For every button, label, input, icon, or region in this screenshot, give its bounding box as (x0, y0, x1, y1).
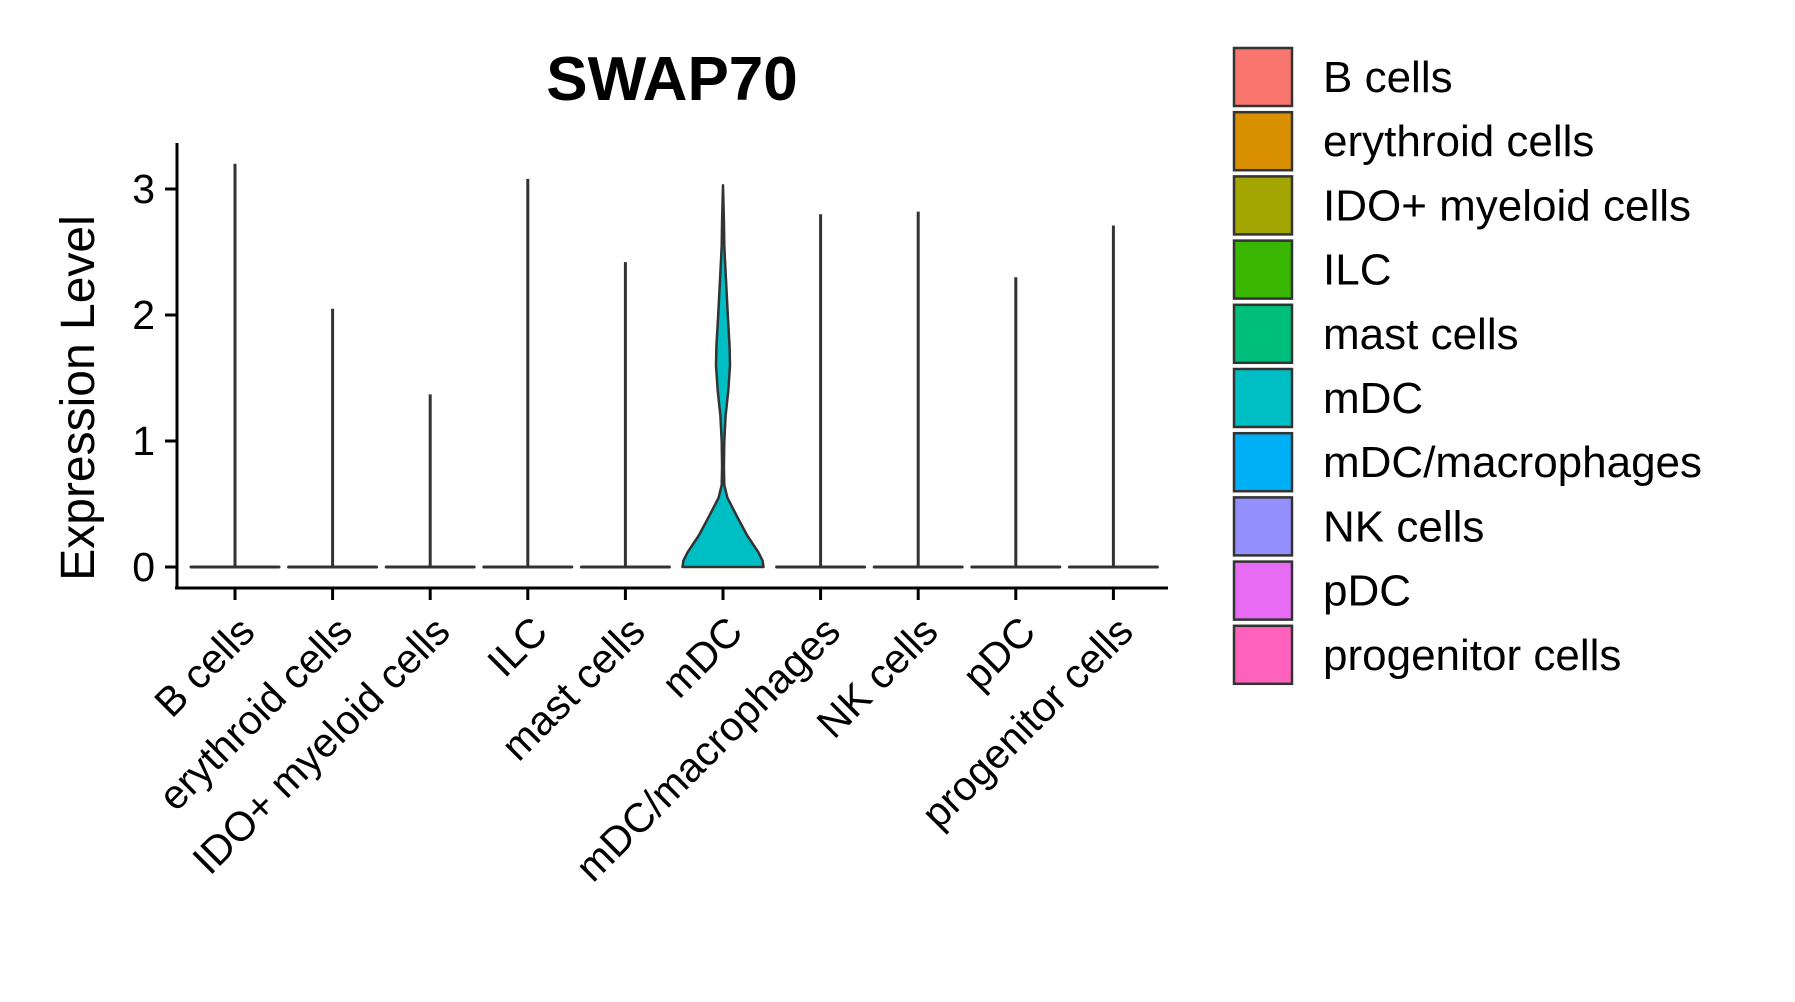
violins-group (189, 163, 1159, 569)
y-tick-label: 3 (132, 166, 155, 212)
legend-label-b-cells: B cells (1323, 53, 1453, 102)
chart-title: SWAP70 (546, 45, 798, 114)
legend-key-progenitor-cells (1232, 624, 1294, 686)
legend-key-mast-cells (1232, 303, 1294, 365)
legend-label-nk-cells: NK cells (1323, 502, 1484, 551)
legend-label-pdc: pDC (1323, 567, 1411, 616)
legend-key-ido-myeloid-cells (1232, 175, 1294, 236)
legend-key-erythroid-cells (1232, 110, 1294, 172)
legend-label-mdc-macrophages: mDC/macrophages (1323, 438, 1702, 487)
legend-key-nk-cells (1232, 496, 1294, 557)
legend-label-mast-cells: mast cells (1323, 310, 1519, 359)
y-tick-label: 1 (132, 418, 155, 464)
x-tick-label-pdc: pDC (954, 608, 1045, 699)
legend-key-mdc-macrophages (1232, 431, 1294, 493)
y-axis-ticks: 0 1 2 3 (132, 166, 177, 590)
legend-label-ido-myeloid-cells: IDO+ myeloid cells (1323, 181, 1691, 230)
legend-key-pdc (1232, 560, 1294, 621)
legend-label-progenitor-cells: progenitor cells (1323, 631, 1621, 680)
x-tick-label-ilc: ILC (479, 608, 557, 686)
legend: B cells erythroid cells IDO+ myeloid cells… (1232, 46, 1702, 686)
legend-label-mdc: mDC (1323, 374, 1423, 423)
legend-label-ilc: ILC (1323, 246, 1391, 295)
y-axis-label: Expression Level (52, 215, 105, 581)
legend-label-erythroid-cells: erythroid cells (1323, 117, 1594, 166)
violin-mdc (681, 183, 765, 569)
legend-key-mdc (1232, 367, 1294, 429)
legend-key-b-cells (1232, 46, 1294, 108)
legend-key-ilc (1232, 239, 1294, 300)
y-tick-label: 0 (132, 544, 155, 590)
y-tick-label: 2 (132, 292, 155, 338)
